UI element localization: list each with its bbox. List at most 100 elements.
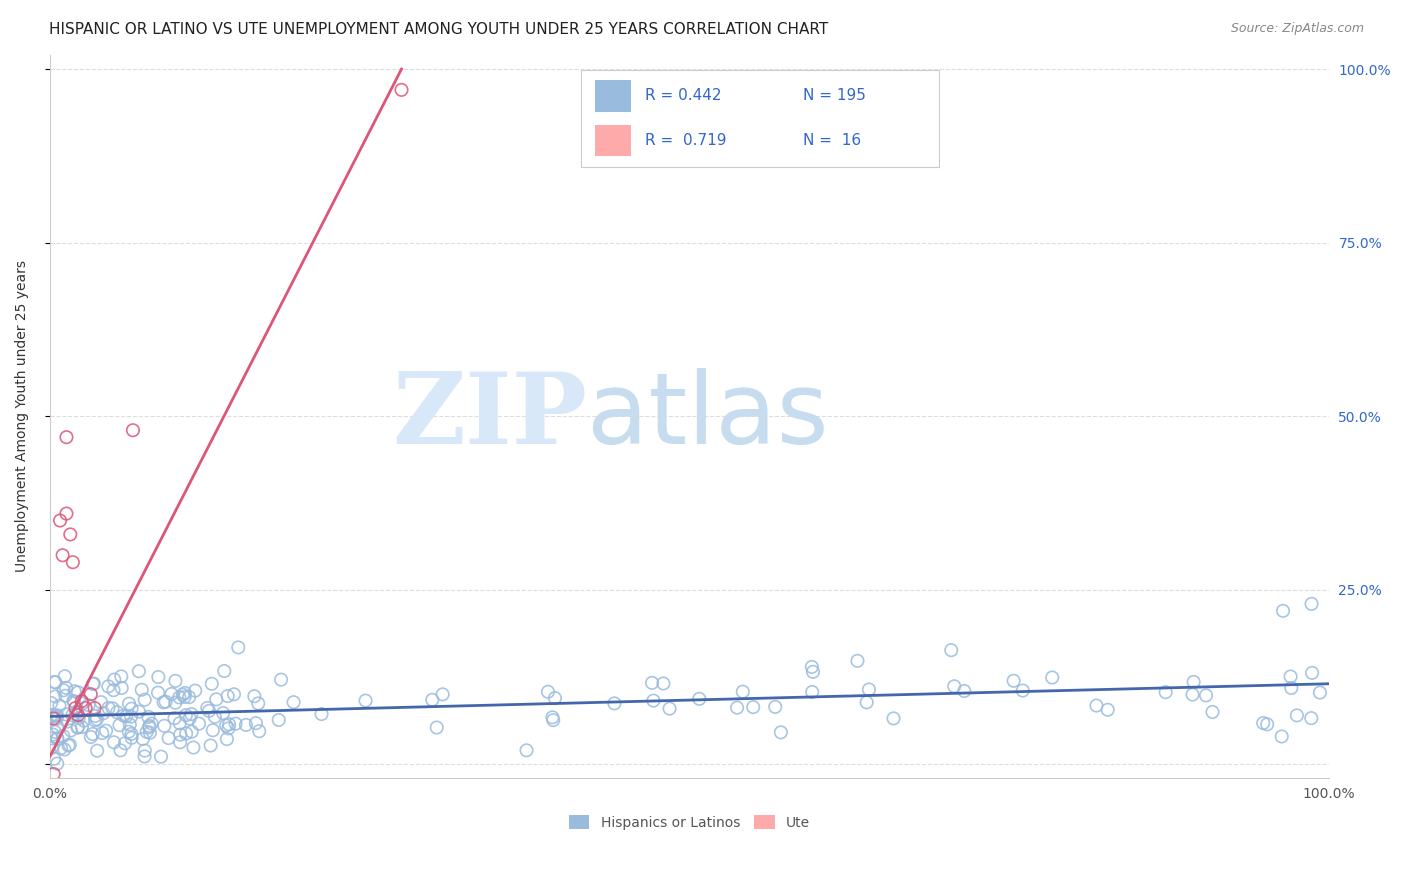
Point — [1182, 674, 1205, 689]
Point — [77, 698, 100, 713]
Point — [62, 555, 84, 569]
Point — [603, 697, 626, 711]
Point — [82, 677, 104, 691]
Point — [135, 724, 157, 739]
Point — [62, 708, 84, 723]
Point — [215, 732, 238, 747]
Point — [66, 708, 89, 723]
Point — [52, 548, 75, 562]
Point — [515, 743, 537, 757]
Point — [953, 684, 976, 698]
Point — [63, 695, 86, 709]
Point — [652, 676, 675, 690]
Point — [52, 683, 75, 698]
Point — [75, 701, 97, 715]
Point — [391, 83, 413, 97]
Point — [110, 743, 132, 757]
Point — [215, 718, 238, 732]
Point — [46, 731, 69, 746]
Point — [763, 699, 786, 714]
Point — [91, 726, 114, 740]
Point — [311, 706, 333, 721]
Point — [153, 719, 176, 733]
Point — [90, 695, 112, 709]
Point — [80, 730, 103, 744]
Point — [1085, 698, 1108, 713]
Point — [742, 700, 765, 714]
Point — [118, 697, 141, 711]
Point — [943, 679, 966, 693]
Point — [131, 682, 153, 697]
Point — [120, 727, 142, 741]
Point — [1195, 689, 1218, 703]
Text: ZIP: ZIP — [392, 368, 586, 465]
Point — [160, 687, 183, 701]
Point — [179, 690, 201, 705]
Point — [1301, 665, 1323, 680]
Point — [537, 685, 560, 699]
Point — [858, 682, 880, 697]
Point — [121, 701, 143, 715]
Point — [1181, 688, 1204, 702]
Point — [41, 740, 63, 755]
Point — [222, 687, 245, 701]
Point — [200, 739, 222, 753]
Point — [218, 717, 240, 731]
Point — [544, 691, 567, 706]
Point — [97, 701, 120, 715]
Point — [46, 731, 69, 746]
Point — [201, 677, 224, 691]
Point — [52, 729, 75, 743]
Point — [688, 691, 710, 706]
Y-axis label: Unemployment Among Youth under 25 years: Unemployment Among Youth under 25 years — [15, 260, 30, 573]
Point — [86, 744, 108, 758]
Point — [217, 722, 239, 736]
Point — [1011, 683, 1033, 698]
Point — [101, 701, 124, 715]
Point — [134, 749, 156, 764]
Point — [91, 706, 114, 721]
Point — [179, 712, 201, 726]
Point — [66, 705, 89, 719]
Point — [855, 695, 877, 709]
Point — [84, 709, 107, 723]
Point — [941, 643, 963, 657]
Point — [180, 707, 202, 722]
Point — [883, 711, 905, 725]
Point — [801, 665, 824, 679]
Point — [150, 749, 173, 764]
Point — [800, 660, 823, 674]
Point — [55, 689, 77, 703]
Point — [46, 708, 69, 723]
Point — [53, 669, 76, 683]
Point — [132, 731, 155, 746]
Point — [44, 724, 66, 739]
Point — [121, 731, 143, 745]
Point — [643, 693, 665, 707]
Point — [103, 735, 125, 749]
Point — [214, 664, 236, 678]
Point — [270, 673, 292, 687]
Point — [169, 690, 191, 705]
Point — [86, 712, 108, 726]
Text: atlas: atlas — [586, 368, 828, 465]
Point — [49, 741, 72, 756]
Point — [1154, 685, 1177, 699]
Point — [1279, 669, 1302, 683]
Point — [48, 698, 70, 713]
Point — [55, 430, 77, 444]
Point — [59, 723, 82, 738]
Point — [243, 690, 266, 704]
Point — [174, 686, 197, 700]
Point — [82, 727, 104, 741]
Point — [103, 673, 125, 687]
Point — [165, 673, 187, 688]
Point — [73, 714, 96, 728]
Point — [1279, 681, 1302, 695]
Point — [136, 710, 159, 724]
Point — [354, 693, 377, 707]
Point — [111, 681, 134, 695]
Point — [56, 714, 79, 729]
Point — [174, 726, 197, 740]
Point — [148, 670, 170, 684]
